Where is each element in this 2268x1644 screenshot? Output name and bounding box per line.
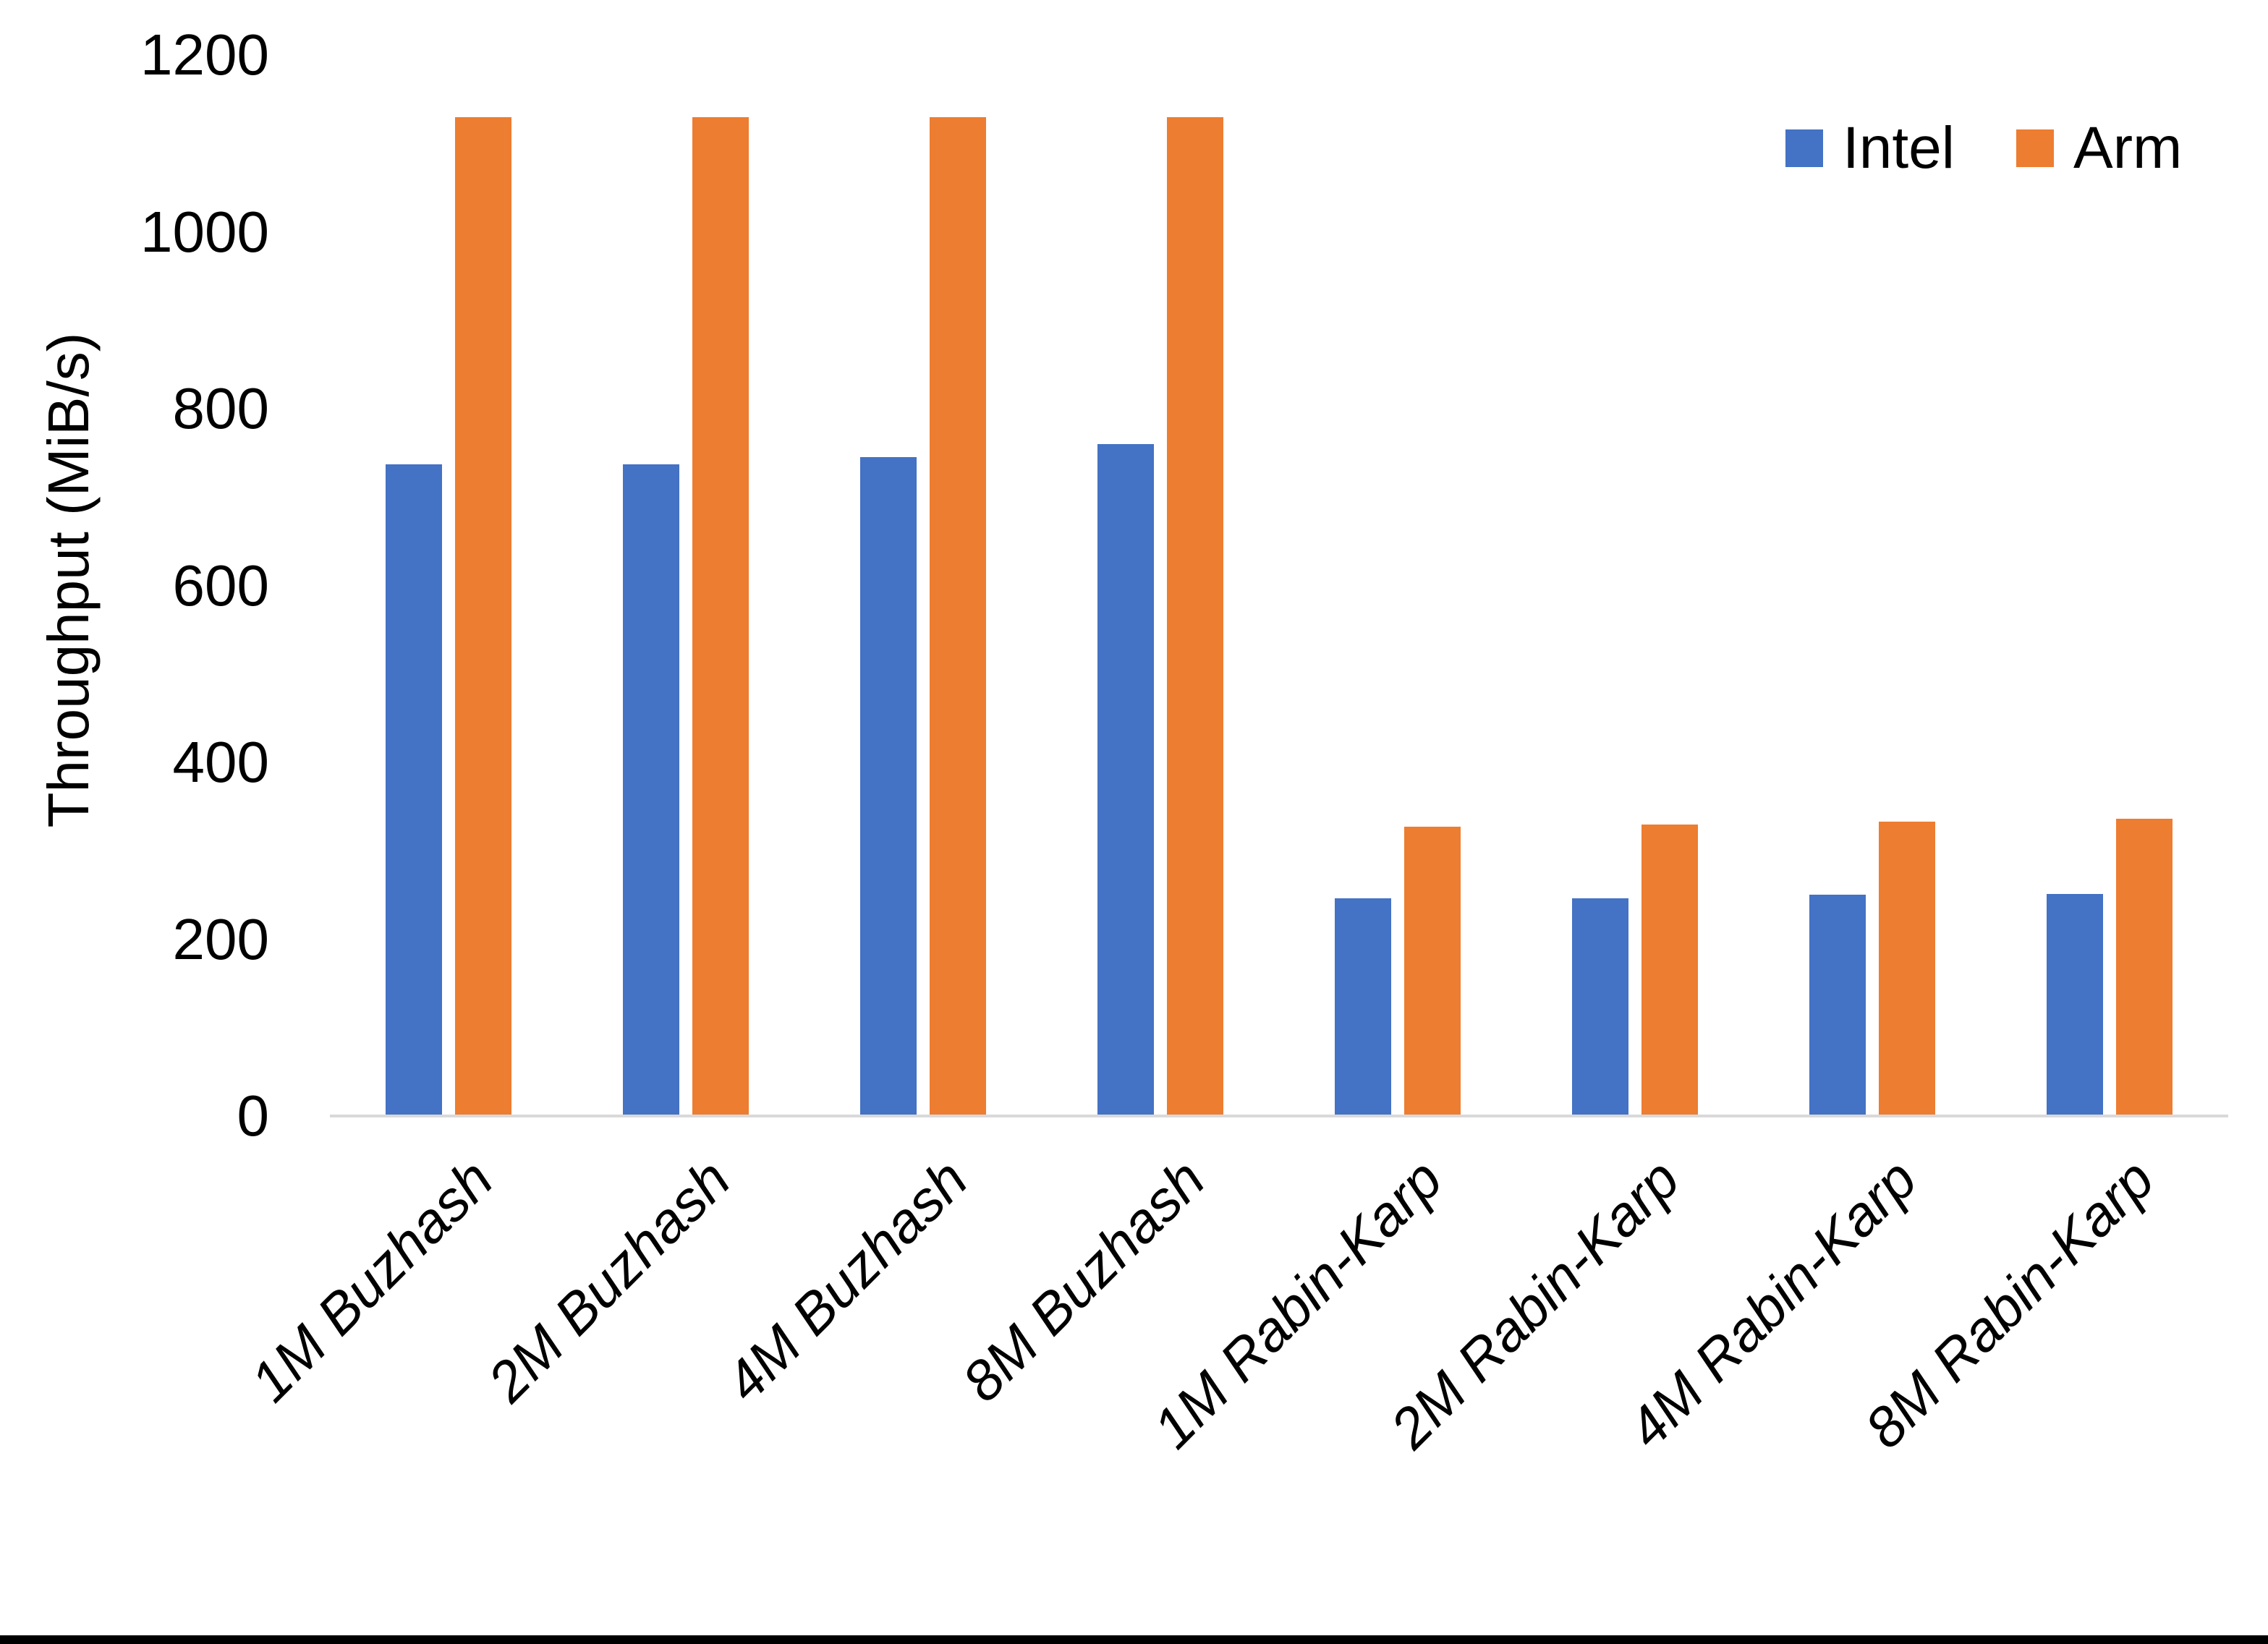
bar-arm-4m-buzhash: [930, 117, 986, 1116]
x-category-label-1m-buzhash: 1M Buzhash: [238, 1146, 505, 1414]
bar-arm-4m-rabin-karp: [1879, 822, 1935, 1116]
y-tick-label-1200: 1200: [140, 22, 269, 87]
y-tick-label-600: 600: [172, 553, 269, 618]
bar-arm-2m-rabin-karp: [1641, 825, 1698, 1116]
bar-intel-2m-rabin-karp: [1572, 898, 1628, 1116]
x-category-label-8m-buzhash: 8M Buzhash: [950, 1146, 1217, 1414]
x-category-label-4m-buzhash: 4M Buzhash: [713, 1146, 980, 1414]
y-tick-label-200: 200: [172, 906, 269, 971]
legend-label-arm: Arm: [2073, 115, 2183, 181]
legend: Intel Arm: [1785, 115, 2182, 181]
y-tick-label-400: 400: [172, 730, 269, 794]
bottom-border: [0, 1635, 2268, 1644]
x-axis-line: [330, 1115, 2228, 1117]
bar-intel-8m-buzhash: [1097, 444, 1154, 1116]
bar-arm-8m-buzhash: [1167, 117, 1223, 1116]
y-tick-label-800: 800: [172, 376, 269, 440]
bar-intel-2m-buzhash: [623, 464, 679, 1116]
bar-arm-1m-buzhash: [455, 117, 511, 1116]
legend-label-intel: Intel: [1843, 115, 1955, 181]
bar-intel-1m-buzhash: [386, 464, 442, 1116]
legend-swatch-intel: [1785, 129, 1823, 167]
y-tick-label-1000: 1000: [140, 199, 269, 264]
bar-arm-8m-rabin-karp: [2116, 819, 2173, 1116]
bar-arm-1m-rabin-karp: [1404, 827, 1461, 1116]
bar-intel-4m-buzhash: [860, 457, 917, 1116]
legend-swatch-arm: [2016, 129, 2054, 167]
y-tick-label-0: 0: [237, 1083, 270, 1148]
bar-intel-1m-rabin-karp: [1335, 898, 1391, 1116]
x-category-label-2m-buzhash: 2M Buzhash: [475, 1146, 742, 1414]
bar-arm-2m-buzhash: [692, 117, 749, 1116]
bar-intel-8m-rabin-karp: [2047, 894, 2103, 1116]
bar-intel-4m-rabin-karp: [1809, 895, 1866, 1116]
